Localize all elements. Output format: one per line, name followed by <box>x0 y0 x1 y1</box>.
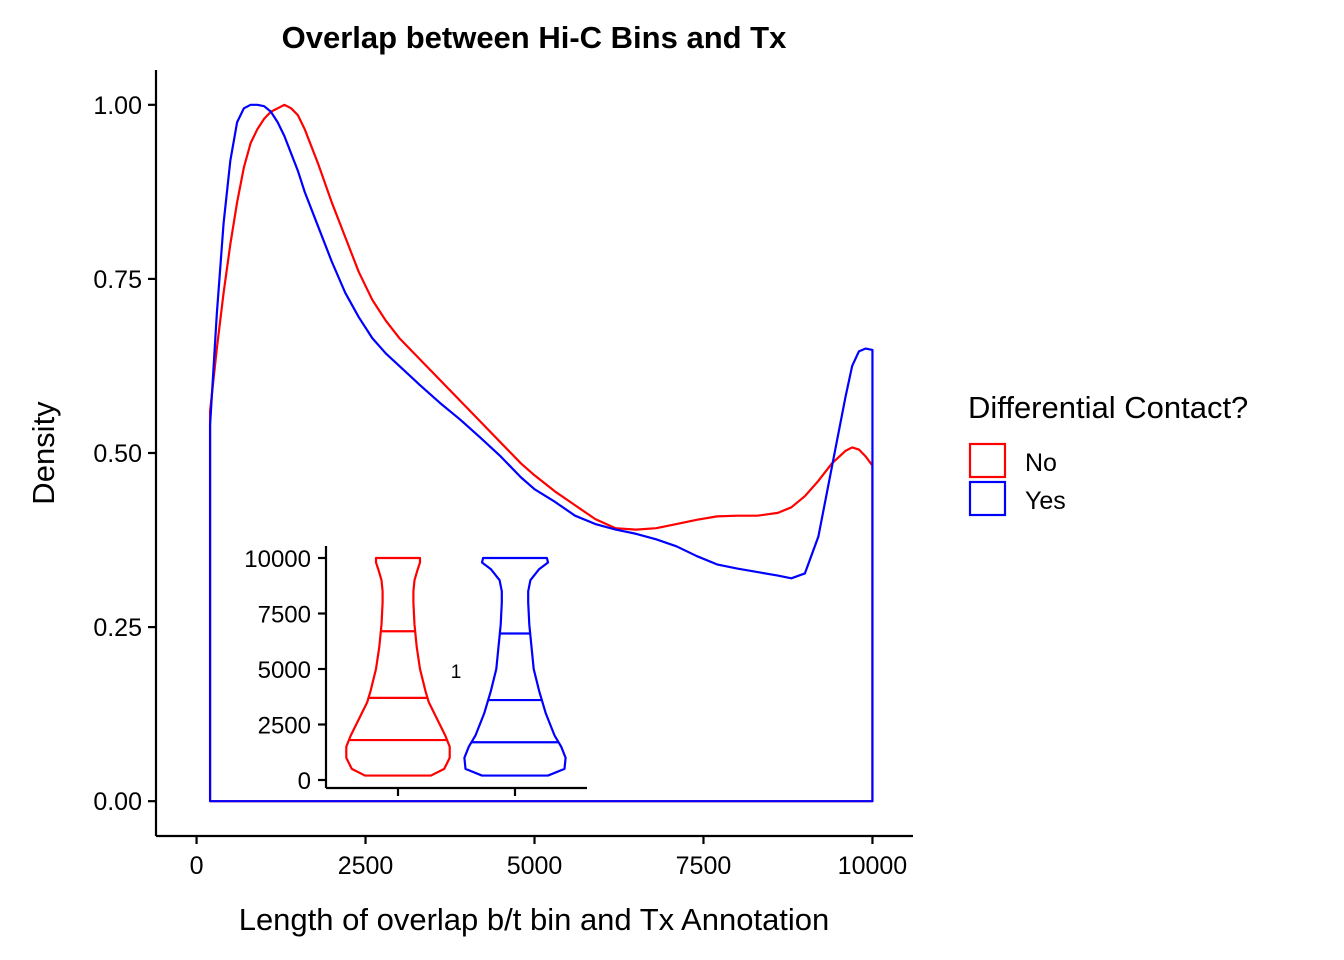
violin-yes <box>463 556 567 777</box>
y-tick-label: 1.00 <box>93 92 142 120</box>
y-axis-title: Density <box>26 401 61 505</box>
legend: Differential Contact? No Yes <box>968 390 1248 517</box>
y-tick-label: 0.50 <box>93 440 142 468</box>
inset-violins <box>345 556 567 777</box>
inset-y-tick-label: 5000 <box>258 657 311 684</box>
legend-label-yes: Yes <box>1025 487 1066 515</box>
x-tick-label: 5000 <box>507 852 563 880</box>
inset-y-tick-label: 2500 <box>258 713 311 740</box>
density-series-group <box>208 103 874 803</box>
x-tick-label: 10000 <box>838 852 908 880</box>
density-line-yes <box>208 103 874 803</box>
violin-no <box>345 556 451 777</box>
legend-key-yes <box>968 480 1007 517</box>
legend-key-no <box>968 442 1007 479</box>
inset-violin-plot: 0 2500 5000 7500 10000 1 <box>244 546 587 796</box>
x-tick-label: 7500 <box>676 852 732 880</box>
legend-label-no: No <box>1025 449 1057 477</box>
legend-title: Differential Contact? <box>968 390 1248 425</box>
main-axes: 0 2500 5000 7500 10000 0.00 0.25 0.50 0.75 1.00 <box>93 70 913 880</box>
y-tick-label: 0.75 <box>93 266 142 294</box>
y-tick-label: 0.00 <box>93 788 142 816</box>
y-axis-ticks: 0.00 0.25 0.50 0.75 1.00 <box>93 92 156 816</box>
inset-y-tick-label: 10000 <box>244 546 311 573</box>
x-tick-label: 2500 <box>338 852 394 880</box>
density-line-no <box>208 103 874 803</box>
inset-y-tick-label: 0 <box>298 768 311 795</box>
x-tick-label: 0 <box>190 852 204 880</box>
inset-y-tick-label: 7500 <box>258 602 311 629</box>
y-tick-label: 0.25 <box>93 614 142 642</box>
x-axis-ticks: 0 2500 5000 7500 10000 <box>190 836 908 880</box>
inset-y-ticks: 0 2500 5000 7500 10000 <box>244 546 326 795</box>
inset-center-label: 1 <box>451 662 462 683</box>
x-axis-title: Length of overlap b/t bin and Tx Annotat… <box>239 902 830 937</box>
chart-title: Overlap between Hi-C Bins and Tx <box>282 20 787 55</box>
